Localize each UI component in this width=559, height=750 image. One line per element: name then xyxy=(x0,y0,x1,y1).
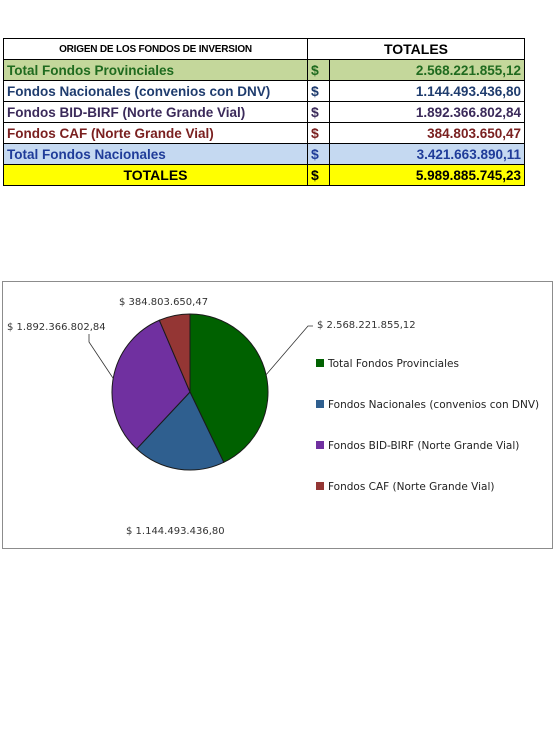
header-origin: ORIGEN DE LOS FONDOS DE INVERSION xyxy=(3,38,308,60)
legend-swatch-caf xyxy=(316,482,324,490)
legend-label-bid-birf: Fondos BID-BIRF (Norte Grande Vial) xyxy=(328,440,519,452)
row-value: 1.144.493.436,80 xyxy=(329,80,525,102)
legend-swatch-bid-birf xyxy=(316,441,324,449)
row-value: 1.892.366.802,84 xyxy=(329,101,525,123)
funds-table: ORIGEN DE LOS FONDOS DE INVERSION TOTALE… xyxy=(3,38,525,186)
legend-swatch-provinciales xyxy=(316,359,324,367)
row-label: Total Fondos Nacionales xyxy=(3,143,308,165)
currency-symbol: $ xyxy=(307,164,330,186)
data-label-caf: $ 384.803.650,47 xyxy=(119,297,208,308)
data-label-bid-birf: $ 1.892.366.802,84 xyxy=(7,322,106,333)
row-value: 384.803.650,47 xyxy=(329,122,525,144)
row-label: Total Fondos Provinciales xyxy=(3,59,308,81)
table-row: Fondos Nacionales (convenios con DNV) $1.… xyxy=(3,80,525,102)
row-label: Fondos Nacionales (convenios con DNV) xyxy=(3,80,308,102)
row-label: Fondos CAF (Norte Grande Vial) xyxy=(3,122,308,144)
row-value: 5.989.885.745,23 xyxy=(329,164,525,186)
pie-slice-caf xyxy=(158,313,191,393)
currency-symbol: $ xyxy=(307,59,330,81)
table-row: Fondos BID-BIRF (Norte Grande Vial) $1.89… xyxy=(3,101,525,123)
row-label: TOTALES xyxy=(3,164,308,186)
table-row: Total Fondos Provinciales $2.568.221.855,… xyxy=(3,59,525,81)
legend-label-provinciales: Total Fondos Provinciales xyxy=(327,358,459,370)
chart-area: $ 2.568.221.855,12 $ 1.144.493.436,80 $ 1.… xyxy=(2,281,553,549)
table-row: Total Fondos Nacionales $3.421.663.890,11 xyxy=(3,143,525,165)
row-value: 3.421.663.890,11 xyxy=(329,143,525,165)
totals-row: TOTALES $5.989.885.745,23 xyxy=(3,164,525,186)
leader-line-provinciales xyxy=(265,325,313,375)
pie-chart: $ 2.568.221.855,12 $ 1.144.493.436,80 $ 1.… xyxy=(7,297,539,537)
data-label-provinciales: $ 2.568.221.855,12 xyxy=(317,320,416,331)
legend-swatch-nacionales xyxy=(316,400,324,408)
table-header-row: ORIGEN DE LOS FONDOS DE INVERSION TOTALE… xyxy=(3,38,525,60)
pie-slice-nacionales xyxy=(135,391,225,471)
row-label: Fondos BID-BIRF (Norte Grande Vial) xyxy=(3,101,308,123)
pie-slice-bid-birf xyxy=(111,319,191,450)
header-totals: TOTALES xyxy=(307,38,525,60)
currency-symbol: $ xyxy=(307,80,330,102)
currency-symbol: $ xyxy=(307,101,330,123)
currency-symbol: $ xyxy=(307,122,330,144)
legend-label-nacionales: Fondos Nacionales (convenios con DNV) xyxy=(328,399,539,411)
legend-label-caf: Fondos CAF (Norte Grande Vial) xyxy=(328,481,494,493)
leader-line-bid-birf xyxy=(88,334,114,379)
data-label-nacionales: $ 1.144.493.436,80 xyxy=(126,526,225,537)
pie-slice-provinciales xyxy=(189,313,269,463)
currency-symbol: $ xyxy=(307,143,330,165)
table-row: Fondos CAF (Norte Grande Vial) $384.803.6… xyxy=(3,122,525,144)
row-value: 2.568.221.855,12 xyxy=(329,59,525,81)
